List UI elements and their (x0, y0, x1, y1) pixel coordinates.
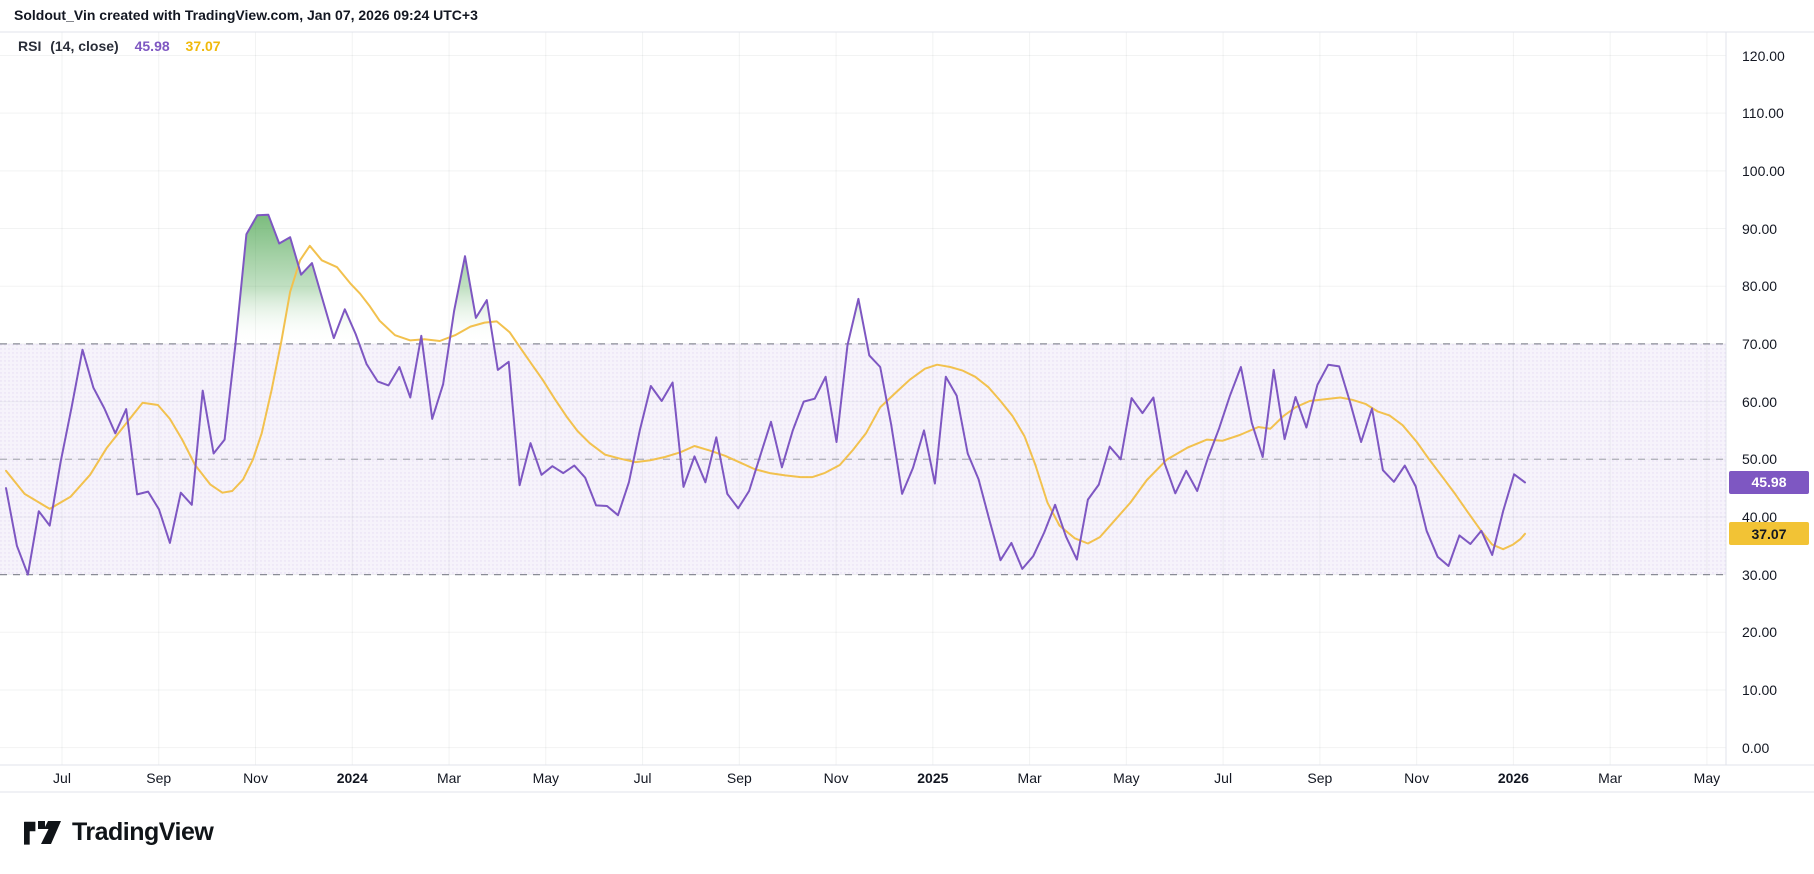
time-scale-label: Sep (726, 770, 752, 786)
time-scale-label: Mar (1598, 770, 1623, 786)
price-scale-label: 80.00 (1742, 278, 1778, 295)
brand-name: TradingView (72, 817, 214, 846)
legend-rsi-value: 45.98 (134, 38, 170, 54)
time-scale-label: Jul (53, 770, 71, 786)
time-scale-label: Jul (633, 770, 652, 786)
tradingview-logo-icon (24, 821, 61, 845)
price-scale-label: 50.00 (1742, 451, 1778, 468)
time-scale-label: Nov (243, 770, 268, 786)
legend-ma-value: 37.07 (185, 38, 221, 54)
time-scale-label: May (1693, 770, 1721, 786)
time-scale-label: 2024 (336, 770, 368, 786)
rsi-price-badge: 45.98 (1729, 470, 1809, 494)
price-scale-label: 120.00 (1742, 47, 1785, 64)
time-scale-label: Jul (1214, 770, 1233, 786)
ma-price-badge: 37.07 (1729, 522, 1809, 546)
time-scale-label: Nov (823, 770, 849, 786)
indicator-name: RSI (18, 38, 42, 54)
time-scale-label: May (532, 770, 560, 786)
time-scale-label: May (1113, 770, 1140, 786)
time-scale-label: 2026 (1497, 770, 1529, 786)
price-scale-label: 0.00 (1742, 739, 1770, 756)
price-scale-label: 110.00 (1742, 105, 1784, 122)
time-scale-label: Mar (1017, 770, 1042, 786)
indicator-legend[interactable]: RSI (14, close) 45.98 37.07 (18, 38, 221, 54)
price-scale-label: 60.00 (1742, 393, 1778, 410)
time-scale-label: Sep (146, 770, 172, 786)
time-scale-label: 2025 (917, 770, 949, 786)
price-scale-label: 100.00 (1742, 162, 1785, 179)
time-scale-label: Mar (436, 770, 462, 786)
time-scale-label: Sep (1307, 770, 1333, 786)
price-scale-label: 30.00 (1742, 566, 1778, 583)
price-scale-label: 90.00 (1742, 220, 1778, 237)
price-scale-label: 10.00 (1742, 681, 1778, 698)
time-scale-label: Nov (1404, 770, 1430, 786)
tradingview-logo[interactable]: TradingView (24, 816, 214, 848)
price-scale-label: 70.00 (1742, 335, 1778, 352)
price-scale-label: 20.00 (1742, 624, 1778, 641)
indicator-params: (14, close) (50, 38, 119, 54)
price-scale-label: 40.00 (1742, 508, 1778, 525)
chart-attribution: Soldout_Vin created with TradingView.com… (14, 7, 478, 23)
